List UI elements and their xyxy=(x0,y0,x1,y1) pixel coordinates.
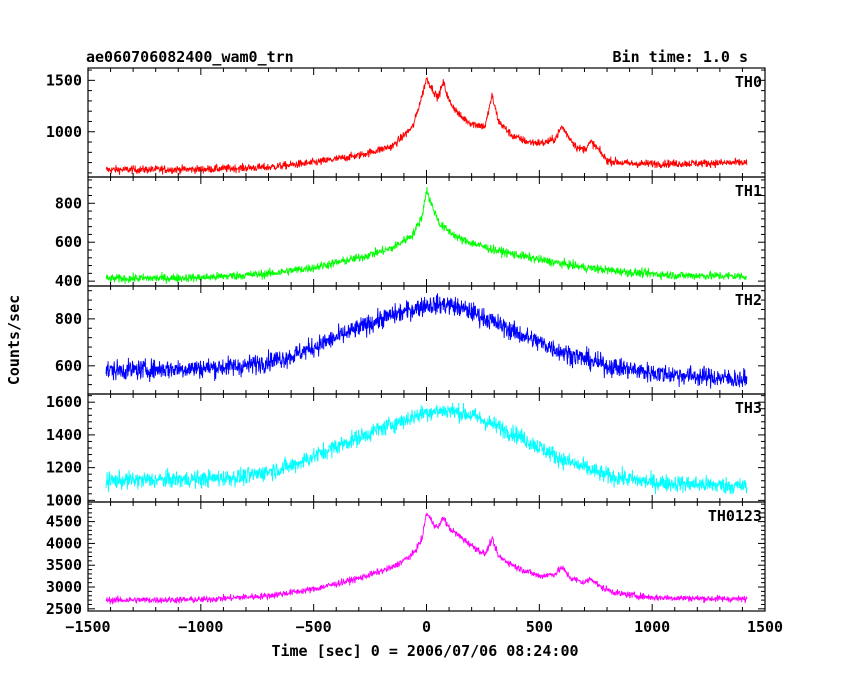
x-tick-label: 1500 xyxy=(747,618,783,636)
panels-group: 1000 1500 TH0 400 600 800 TH1 600 800 TH2 1000 1200… xyxy=(46,67,766,618)
panel-label: TH0 xyxy=(735,73,762,91)
y-tick-label: 1600 xyxy=(46,393,82,411)
x-tick-label: −1500 xyxy=(65,618,110,636)
y-tick-label: 1500 xyxy=(46,71,82,89)
panel-th1: 400 600 800 TH1 xyxy=(55,176,766,290)
y-tick-label: 400 xyxy=(55,272,82,290)
y-tick-label: 2500 xyxy=(46,600,82,618)
x-tick-label: −1000 xyxy=(178,618,223,636)
y-tick-label: 600 xyxy=(55,357,82,375)
panel-label: TH0123 xyxy=(708,507,762,525)
y-tick-label: 4500 xyxy=(46,513,82,531)
series-line-th1 xyxy=(105,187,747,285)
y-axis-label: Counts/sec xyxy=(5,295,23,385)
chart-title: ae060706082400_wam0_trn xyxy=(86,48,294,66)
x-tick-label: 500 xyxy=(526,618,553,636)
panel-label: TH1 xyxy=(735,182,762,200)
series-line-th0123 xyxy=(105,512,748,605)
series-line-th2 xyxy=(105,293,748,389)
panel-label: TH3 xyxy=(735,399,762,417)
y-tick-label: 800 xyxy=(55,194,82,212)
panel-th0: 1000 1500 TH0 xyxy=(46,67,766,178)
y-tick-label: 3000 xyxy=(46,578,82,596)
x-axis: −1500 −1000 −500 0 500 1000 1500 xyxy=(65,618,783,636)
panel-th0123: 2500 3000 3500 4000 4500 TH0123 xyxy=(46,501,766,618)
panel-th3: 1000 1200 1400 1600 TH3 xyxy=(46,393,766,509)
x-axis-label: Time [sec] 0 = 2006/07/06 08:24:00 xyxy=(271,642,578,660)
y-tick-label: 1200 xyxy=(46,459,82,477)
panel-label: TH2 xyxy=(735,291,762,309)
y-tick-label: 4000 xyxy=(46,534,82,552)
y-tick-label: 800 xyxy=(55,310,82,328)
y-tick-label: 1000 xyxy=(46,123,82,141)
panel-th2: 600 800 TH2 xyxy=(55,285,766,395)
panel-frame xyxy=(87,67,766,178)
panel-frame xyxy=(87,501,766,612)
series-line-th3 xyxy=(105,402,748,495)
y-tick-label: 600 xyxy=(55,233,82,251)
y-tick-label: 1400 xyxy=(46,426,82,444)
y-tick-label: 1000 xyxy=(46,491,82,509)
x-tick-label: 1000 xyxy=(634,618,670,636)
bin-time-label: Bin time: 1.0 s xyxy=(613,48,748,66)
series-line-th0 xyxy=(105,77,748,176)
y-tick-label: 3500 xyxy=(46,556,82,574)
x-tick-label: −500 xyxy=(296,618,332,636)
x-tick-label: 0 xyxy=(422,618,431,636)
